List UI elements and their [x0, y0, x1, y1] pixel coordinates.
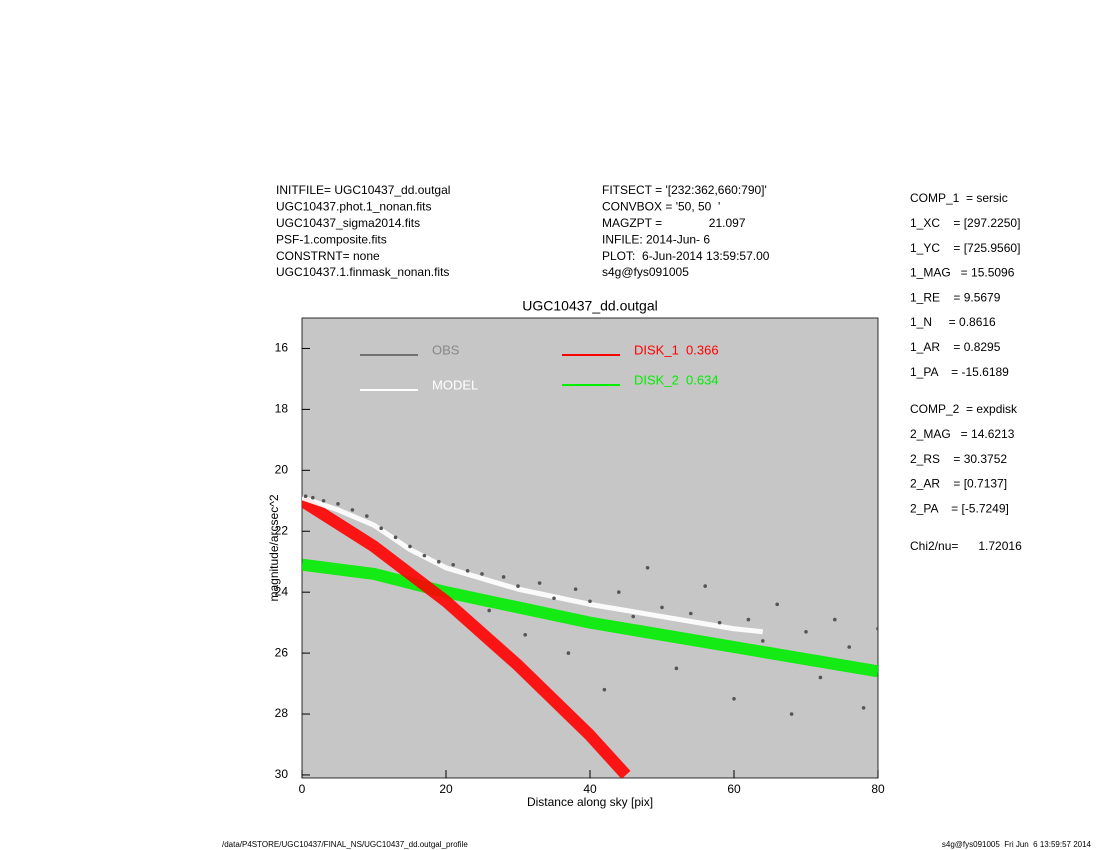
- obs-point: [303, 494, 308, 499]
- component-param: 1_RE = 9.5679: [910, 290, 1001, 304]
- obs-point: [789, 712, 794, 716]
- obs-point: [689, 611, 693, 616]
- footer-right: s4g@fys091005 Fri Jun 6 13:59:57 2014: [942, 840, 1092, 849]
- obs-point: [379, 526, 384, 530]
- header-line: CONVBOX = '50, 50 ': [602, 200, 720, 214]
- obs-point: [775, 602, 779, 607]
- obs-point: [847, 645, 851, 649]
- obs-point: [480, 572, 484, 576]
- obs-point: [674, 666, 679, 671]
- x-tick-label: 0: [299, 782, 306, 796]
- obs-point: [566, 651, 571, 655]
- header-line: s4g@fys091005: [602, 265, 689, 279]
- header-line: UGC10437.1.finmask_nonan.fits: [276, 265, 449, 279]
- obs-point: [437, 559, 441, 564]
- header-line: MAGZPT = 21.097: [602, 216, 746, 230]
- header-line: PLOT: 6-Jun-2014 13:59:57.00: [602, 249, 770, 263]
- obs-point: [717, 620, 722, 625]
- header-line: CONSTRNT= none: [276, 249, 380, 263]
- obs-point: [516, 584, 520, 588]
- header-line: INFILE: 2014-Jun- 6: [602, 232, 710, 246]
- header-line: FITSECT = '[232:362,660:790]': [602, 183, 767, 197]
- obs-point: [350, 508, 355, 512]
- chi-square: Chi2/nu= 1.72016: [910, 539, 1022, 553]
- component-param: 2_MAG = 14.6213: [910, 427, 1015, 441]
- profile-line: [302, 495, 764, 635]
- legend-label: DISK_2 0.634: [634, 372, 719, 387]
- obs-point: [552, 596, 556, 601]
- obs-point: [861, 706, 866, 710]
- legend-label: OBS: [432, 342, 460, 357]
- obs-point: [365, 514, 369, 518]
- plot-marks: [302, 494, 878, 778]
- obs-point: [761, 639, 765, 643]
- obs-point: [408, 544, 412, 549]
- obs-point: [501, 575, 506, 579]
- component-param: 1_PA = -15.6189: [910, 365, 1009, 379]
- obs-point: [617, 590, 621, 594]
- obs-point: [876, 626, 878, 631]
- obs-point: [732, 696, 736, 701]
- component-param: COMP_1 = sersic: [910, 191, 1008, 205]
- footer-left: /data/P4STORE/UGC10437/FINAL_NS/UGC10437…: [222, 840, 468, 849]
- component-param: COMP_2 = expdisk: [910, 402, 1018, 416]
- obs-point: [703, 584, 707, 588]
- component-param: 2_AR = [0.7137]: [910, 477, 1007, 491]
- obs-point: [818, 675, 823, 680]
- header-line: UGC10437_sigma2014.fits: [276, 216, 420, 230]
- x-tick-label: 20: [439, 782, 453, 796]
- y-tick-label: 24: [275, 584, 289, 598]
- header-line: UGC10437.phot.1_nonan.fits: [276, 200, 431, 214]
- x-tick-label: 80: [871, 782, 885, 796]
- plot-area: [301, 317, 879, 779]
- obs-point: [537, 581, 542, 585]
- legend-label: MODEL: [432, 377, 478, 392]
- obs-point: [465, 569, 470, 573]
- obs-point: [321, 498, 326, 503]
- component-param: 1_MAG = 15.5096: [910, 266, 1015, 280]
- obs-point: [422, 553, 427, 558]
- component-param: 1_YC = [725.9560]: [910, 241, 1020, 255]
- y-tick-label: 26: [275, 645, 289, 659]
- chart-title: UGC10437_dd.outgal: [522, 298, 657, 314]
- component-param: 1_AR = 0.8295: [910, 340, 1001, 354]
- obs-point: [746, 617, 751, 622]
- obs-point: [336, 502, 340, 506]
- component-param: 1_XC = [297.2250]: [910, 216, 1020, 230]
- y-tick-label: 16: [275, 341, 289, 355]
- component-param: 2_PA = [-5.7249]: [910, 501, 1009, 515]
- obs-point: [451, 562, 456, 567]
- obs-point: [573, 587, 578, 591]
- x-tick-label: 60: [727, 782, 741, 796]
- profile-line: [302, 558, 878, 678]
- component-param: 2_RS = 30.3752: [910, 452, 1007, 466]
- header-line: PSF-1.composite.fits: [276, 232, 387, 246]
- y-tick-label: 20: [275, 462, 289, 476]
- obs-point: [487, 608, 492, 613]
- obs-point: [523, 633, 527, 637]
- y-axis-label: magnitude/arcsec^2: [267, 494, 281, 601]
- y-tick-label: 18: [275, 402, 289, 416]
- obs-point: [804, 629, 808, 634]
- header-line: INITFILE= UGC10437_dd.outgal: [276, 183, 450, 197]
- obs-point: [588, 599, 592, 604]
- x-tick-label: 40: [583, 782, 597, 796]
- y-tick-label: 30: [275, 767, 289, 781]
- component-param: 1_N = 0.8616: [910, 315, 996, 329]
- obs-point: [311, 495, 315, 500]
- profile-line: [302, 495, 631, 778]
- obs-point: [660, 605, 664, 610]
- y-tick-label: 22: [275, 523, 289, 537]
- obs-point: [602, 687, 607, 692]
- y-tick-label: 28: [275, 706, 289, 720]
- obs-point: [393, 535, 398, 540]
- obs-point: [833, 617, 837, 622]
- obs-point: [631, 614, 635, 619]
- x-axis-label: Distance along sky [pix]: [527, 795, 653, 809]
- obs-point: [645, 566, 650, 570]
- legend-label: DISK_1 0.366: [634, 342, 719, 357]
